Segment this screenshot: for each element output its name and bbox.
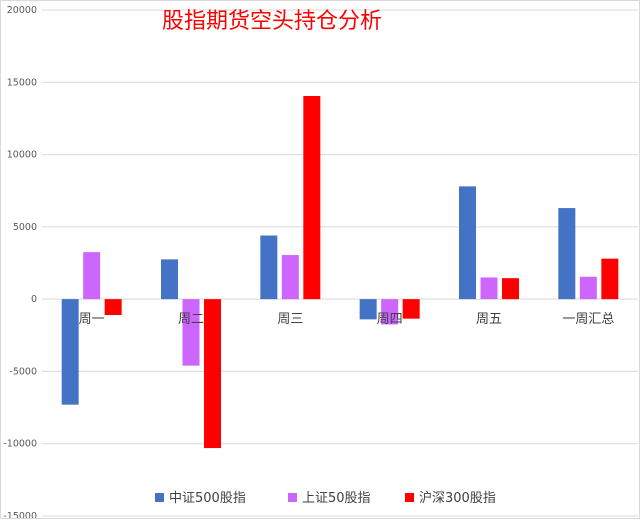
y-axis-ticks: 20000 15000 10000 5000 0 -5000 -10000 -15000 <box>3 5 37 522</box>
y-tick-label: 10000 <box>7 150 37 161</box>
bar <box>204 299 221 449</box>
x-tick-label: 周一 <box>79 312 105 327</box>
chart-title: 股指期货空头持仓分析 <box>162 9 382 34</box>
bar <box>61 299 79 405</box>
x-tick-label: 周三 <box>277 312 303 327</box>
x-axis-ticks: 周一 周二 周三 周四 周五 一周汇总 <box>79 312 615 327</box>
y-tick-label: 0 <box>31 294 37 305</box>
bar <box>359 299 377 320</box>
bar <box>558 208 576 300</box>
x-tick-label: 周二 <box>178 312 204 327</box>
legend-swatch <box>288 493 297 502</box>
bar <box>459 186 476 300</box>
y-tick-label: -5000 <box>9 366 37 377</box>
bar <box>161 259 178 300</box>
bar <box>480 277 498 300</box>
bar <box>502 278 519 300</box>
bar <box>579 276 597 300</box>
bar <box>601 258 619 300</box>
bar <box>402 299 420 319</box>
bar <box>104 299 122 316</box>
bar <box>182 299 200 366</box>
x-tick-label: 周四 <box>377 312 403 327</box>
legend-label: 上证50股指 <box>302 491 371 506</box>
bar <box>83 252 101 300</box>
bar <box>281 255 299 300</box>
y-tick-label: -10000 <box>3 439 37 450</box>
legend: 中证500股指 上证50股指 沪深300股指 <box>155 490 496 506</box>
legend-swatch <box>155 493 164 502</box>
legend-swatch <box>405 493 414 502</box>
x-tick-label: 一周汇总 <box>562 312 614 327</box>
bars <box>61 96 619 449</box>
bar <box>381 299 399 325</box>
bar <box>303 96 321 300</box>
y-tick-label: 5000 <box>13 222 37 233</box>
legend-label: 中证500股指 <box>169 491 246 506</box>
legend-label: 沪深300股指 <box>419 490 496 506</box>
y-tick-label: 20000 <box>7 5 37 16</box>
bar <box>260 235 278 300</box>
gridlines <box>42 9 638 517</box>
y-tick-label: -15000 <box>3 511 37 519</box>
y-tick-label: 15000 <box>7 77 37 88</box>
x-tick-label: 周五 <box>476 312 502 327</box>
